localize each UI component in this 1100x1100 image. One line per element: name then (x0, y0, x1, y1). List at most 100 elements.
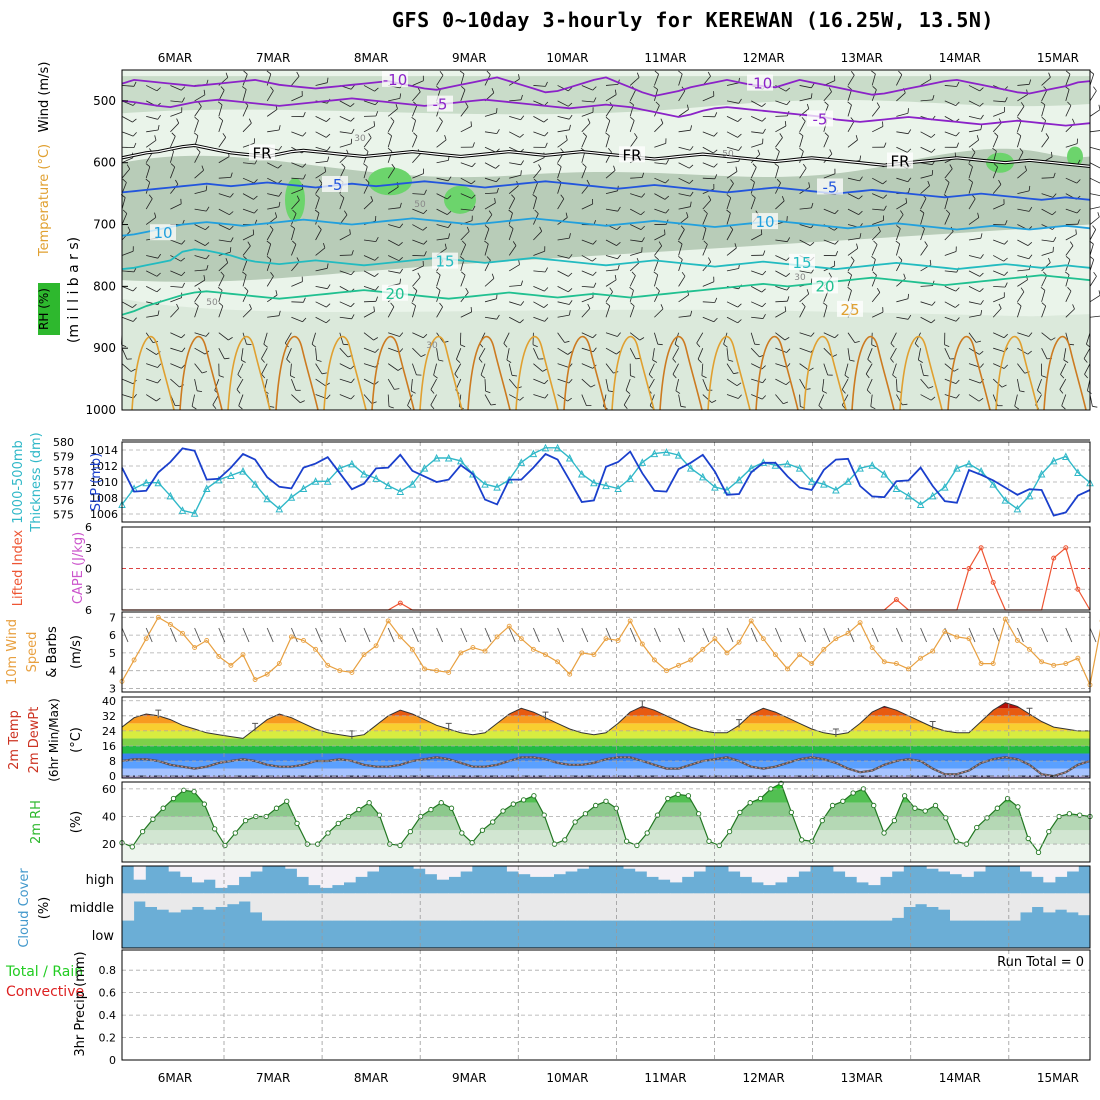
wind-barb-flag (565, 212, 568, 218)
wind-barb (993, 363, 1005, 369)
wind-barb-flag (204, 242, 210, 246)
wind-barb (751, 143, 763, 148)
wind-barb (823, 305, 828, 318)
wind-barb-flag (1072, 304, 1075, 310)
wind-barb (968, 255, 981, 259)
wind-barb-flag (761, 302, 766, 307)
slp-tick: 1008 (90, 492, 118, 505)
cloud-gap-high (728, 866, 741, 872)
thickness-point (638, 458, 647, 466)
cloud-gap-high (553, 866, 566, 875)
cloud-gap-high (786, 866, 799, 877)
wind-barb-flag (560, 148, 565, 153)
wind-barb (170, 363, 182, 369)
wind-barb (581, 378, 591, 388)
wind-barb (992, 308, 1002, 318)
rh-point (407, 829, 413, 835)
wind-barb-flag (324, 166, 327, 172)
wind-barb (847, 237, 860, 241)
wind-barb-flag (1067, 101, 1072, 106)
wind-barb-flag (1041, 375, 1047, 378)
wind-barb (993, 100, 1006, 103)
wind-barb-flag (998, 179, 1002, 185)
wind-barb (237, 363, 244, 375)
wind-barb (170, 85, 182, 91)
rh-ylabel: 2m RH (29, 800, 44, 844)
wind-barb-flag (130, 368, 136, 372)
wind-barb (581, 255, 593, 262)
wind-barb-flag (266, 255, 272, 260)
surface-wind-barb (194, 627, 202, 643)
wind-barb (654, 308, 664, 318)
wind-barb (460, 162, 473, 168)
thickness-point (650, 449, 659, 458)
wind-barb-flag (1076, 208, 1081, 214)
wind-barb (799, 378, 806, 390)
wind-barb (629, 77, 640, 86)
surface-wind-barb (653, 627, 661, 643)
contour-label-bg (887, 152, 913, 169)
wind-barb (654, 208, 666, 214)
wind-barb-flag (424, 189, 427, 195)
wind-barb-flag (197, 390, 203, 392)
wind-barb-flag (154, 212, 157, 218)
wind-barb-flag (905, 197, 908, 203)
wind-barb-flag (930, 133, 936, 138)
wind-barb (266, 243, 272, 256)
wind-barb-flag (752, 163, 757, 168)
wind-barb (678, 162, 690, 169)
isotherm-boundary-layer (851, 335, 895, 411)
wind-barb (1017, 332, 1029, 337)
thickness-point (819, 480, 828, 488)
temperature-ylabel-2: 2m DewPt (27, 707, 42, 774)
wind-barb (339, 270, 352, 276)
wind-speed-point (228, 662, 234, 668)
wind-barb-flag (248, 118, 252, 124)
rh-tick: 40 (102, 810, 116, 823)
cloud-gap-middle (180, 893, 193, 910)
wind-barb-flag (737, 319, 742, 324)
cloud-gap-middle (833, 893, 846, 921)
wind-barb-flag (292, 240, 297, 245)
wind-barb (218, 177, 231, 179)
wind-barb (920, 285, 933, 287)
wind-barb (629, 262, 640, 272)
wind-barb-flag (1083, 358, 1088, 363)
wind-speed-point (1039, 659, 1045, 665)
rh-high-patch (368, 167, 412, 196)
wind-barb-flag (592, 257, 597, 262)
wind-barb-flag (617, 254, 621, 260)
wind-barb (702, 316, 715, 323)
wind-barb-flag (672, 358, 677, 363)
thickness-point (662, 448, 671, 456)
temperature-max-marker (445, 722, 452, 732)
wind-barb-flag (760, 229, 763, 235)
wind-barb-flag (900, 210, 904, 215)
wind-barb-flag (480, 374, 486, 379)
wind-barb (1089, 109, 1100, 117)
wind-barb-flag (834, 240, 839, 245)
rh-point (840, 798, 846, 804)
wind-barb (557, 129, 570, 133)
cloud-gap-high (646, 866, 659, 877)
wind-barb-flag (491, 273, 495, 279)
wind-barb (896, 202, 907, 210)
wind-barb (896, 316, 909, 320)
wind-barb (436, 306, 443, 318)
wind-barb (508, 245, 517, 256)
wind-barb (363, 200, 373, 210)
wind-barb-flag (327, 156, 330, 162)
wind-barb (484, 394, 492, 406)
temperature-max-marker (155, 709, 162, 719)
wind-barb (145, 198, 153, 210)
wind-barb-flag (339, 194, 345, 199)
surface-wind-barb (121, 627, 129, 643)
thickness-tick: 578 (53, 465, 74, 478)
wind-tick: 3 (109, 682, 116, 695)
wind-barb-flag (949, 164, 953, 170)
wind-barb-flag (617, 206, 621, 212)
wind-barb-flag (278, 145, 283, 151)
wind-barb (629, 90, 636, 102)
wind-barb-flag (568, 114, 573, 120)
wind-barb-flag (218, 116, 223, 121)
